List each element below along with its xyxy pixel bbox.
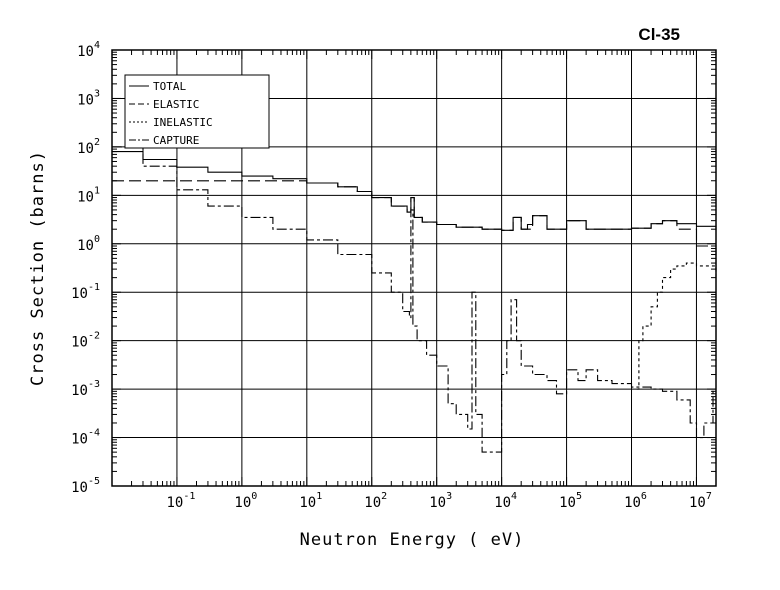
x-tick-label: 10-1 [166, 491, 195, 511]
legend-label-total: TOTAL [153, 80, 186, 93]
legend-label-elastic: ELASTIC [153, 98, 199, 111]
series-line-elastic [112, 180, 717, 278]
legend-label-inelastic: INELASTIC [153, 116, 213, 129]
y-tick-label: 104 [77, 40, 100, 60]
series-line-inelastic [636, 262, 717, 390]
y-axis-label: Cross Section (barns) [28, 150, 48, 386]
y-tick-label: 102 [77, 137, 100, 157]
legend-box [124, 74, 270, 149]
x-tick-label: 103 [429, 491, 452, 511]
x-tick-label: 102 [364, 491, 387, 511]
x-tick-label: 104 [494, 491, 517, 511]
plot-frame [111, 49, 717, 487]
x-tick-label: 106 [624, 491, 647, 511]
y-tick-label: 10-1 [71, 282, 100, 302]
y-tick-label: 10-5 [71, 476, 100, 496]
x-axis-label: Neutron Energy ( eV) [300, 530, 525, 550]
x-tick-labels: 10-1 100 101 102 103 104 105 106 107 [166, 491, 711, 511]
y-tick-label: 100 [77, 234, 100, 254]
plot-border [111, 49, 717, 487]
legend-label-capture: CAPTURE [153, 134, 199, 147]
x-tick-label: 105 [559, 491, 582, 511]
y-tick-label: 103 [77, 88, 100, 108]
chart-title: Cl-35 [638, 25, 680, 44]
y-tick-label: 101 [77, 185, 100, 205]
x-tick-label: 101 [299, 491, 322, 511]
y-tick-labels: 10-5 10-4 10-3 10-2 10-1 100 101 102 103 104 [71, 40, 100, 496]
y-tick-label: 10-2 [71, 331, 100, 351]
y-tick-label: 10-3 [71, 379, 100, 399]
series-layer [112, 146, 717, 453]
x-tick-label: 107 [689, 491, 712, 511]
gridlines [112, 50, 716, 486]
series-line-capture [112, 146, 714, 453]
y-tick-label: 10-4 [71, 428, 100, 448]
legend: TOTAL ELASTIC INELASTIC CAPTURE [124, 74, 270, 149]
x-tick-label: 100 [234, 491, 257, 511]
